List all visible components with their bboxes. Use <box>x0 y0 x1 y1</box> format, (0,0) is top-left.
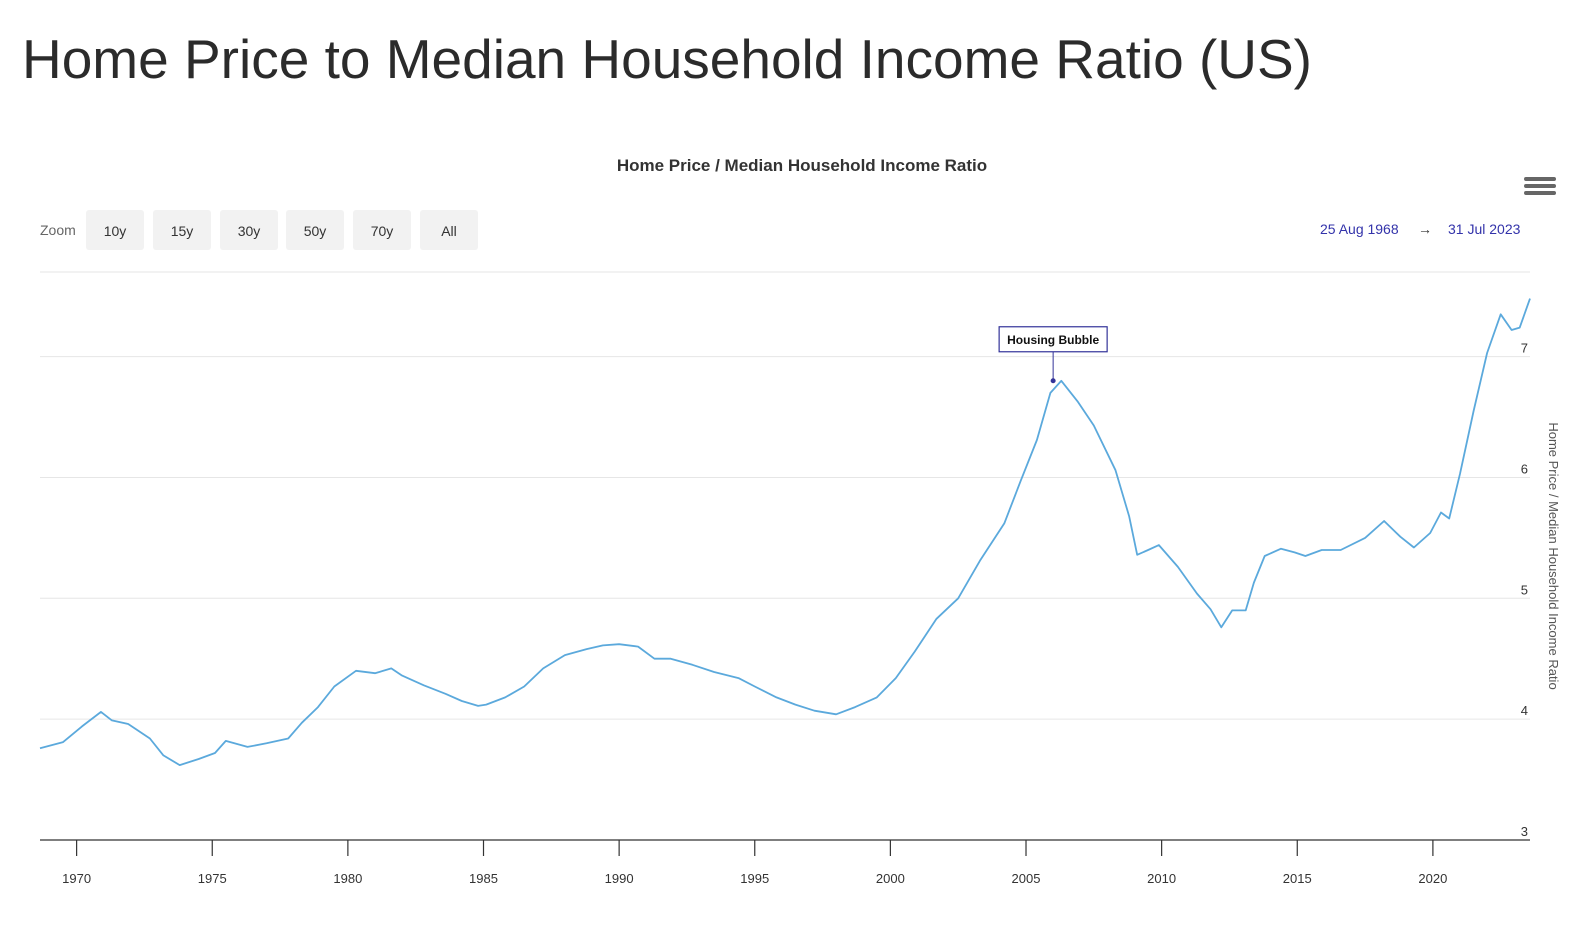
x-tick-label: 1985 <box>469 871 498 886</box>
series-line <box>39 298 1531 766</box>
zoom-all-button[interactable]: All <box>420 210 478 250</box>
page-heading: Home Price to Median Household Income Ra… <box>22 28 1313 90</box>
y-tick-label: 6 <box>1521 461 1528 476</box>
zoom-30y-button[interactable]: 30y <box>220 210 278 250</box>
annotation: Housing Bubble <box>998 326 1108 384</box>
chart-title: Home Price / Median Household Income Rat… <box>616 156 988 175</box>
y-tick-label: 3 <box>1521 824 1528 839</box>
hamburger-menu-icon[interactable] <box>1524 174 1556 200</box>
zoom-label: Zoom <box>40 222 76 238</box>
zoom-15y-button[interactable]: 15y <box>153 210 211 250</box>
range-from-input[interactable]: 25 Aug 1968 <box>1320 221 1399 237</box>
x-tick-label: 1990 <box>605 871 634 886</box>
range-to-input[interactable]: 31 Jul 2023 <box>1448 221 1521 237</box>
y-tick-label: 5 <box>1521 582 1528 597</box>
range-arrow-icon: → <box>1418 221 1432 237</box>
x-tick-label: 2020 <box>1418 871 1447 886</box>
zoom-50y-button[interactable]: 50y <box>286 210 344 250</box>
y-tick-label: 4 <box>1521 703 1528 718</box>
annotation-box <box>998 326 1108 353</box>
annotation-point <box>1050 378 1056 384</box>
zoom-70y-button[interactable]: 70y <box>353 210 411 250</box>
y-axis-title: Home Price / Median Household Income Rat… <box>1546 422 1561 689</box>
x-tick-label: 1995 <box>740 871 769 886</box>
x-tick-label: 2015 <box>1283 871 1312 886</box>
grid-lines <box>40 356 1530 720</box>
x-tick-label: 1970 <box>62 871 91 886</box>
y-axis-tick-labels: 3 4 5 6 7 <box>1521 341 1528 839</box>
x-tick-label: 2005 <box>1012 871 1041 886</box>
x-tick-label: 2000 <box>876 871 905 886</box>
series <box>39 298 1531 766</box>
y-tick-label: 7 <box>1521 341 1528 356</box>
x-tick-label: 1975 <box>198 871 227 886</box>
x-tick-label: 2010 <box>1147 871 1176 886</box>
x-tick-label: 1980 <box>333 871 362 886</box>
zoom-10y-button[interactable]: 10y <box>86 210 144 250</box>
x-axis: 1970 1975 1980 1985 1990 1995 2000 2005 2010 2015… <box>40 839 1530 886</box>
annotation-label: Housing Bubble <box>1007 333 1099 347</box>
